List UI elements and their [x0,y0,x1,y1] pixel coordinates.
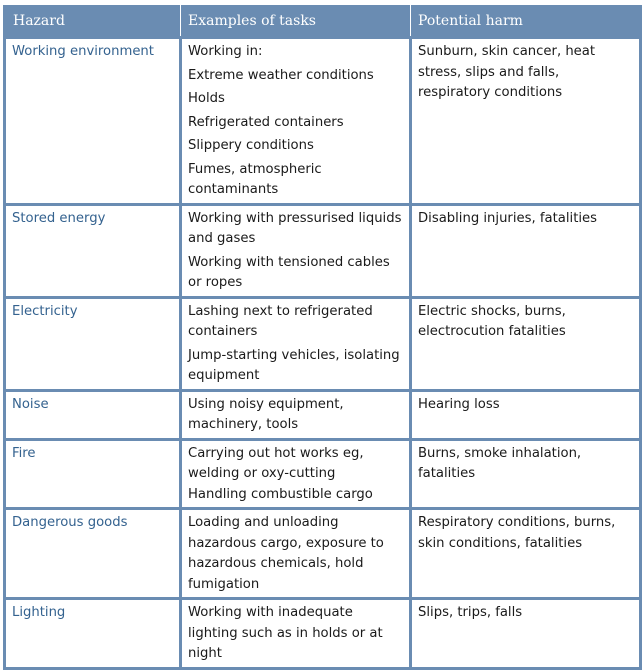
tasks-cell: Working in: Extreme weather conditions H… [179,36,412,206]
tasks-cell: Using noisy equipment, machinery, tools [179,388,412,441]
task-item: Carrying out hot works eg, welding or ox… [188,445,364,482]
task-item: Loading and unloading hazardous cargo, e… [188,515,384,592]
harm-cell: Burns, smoke inhalation, fatalities [409,437,642,510]
table-row: Electricity Lashing next to refrigerated… [3,295,642,392]
hazard-cell: Electricity [3,295,182,392]
table-row: Fire Carrying out hot works eg, welding … [3,437,642,510]
task-item: Using noisy equipment, machinery, tools [188,396,344,433]
task-item: Jump-starting vehicles, isolating equipm… [188,347,400,384]
header-hazard: Hazard [3,5,181,39]
tasks-cell: Carrying out hot works eg, welding or ox… [179,437,412,510]
hazard-cell: Dangerous goods [3,507,182,600]
task-item: Working with inadequate lighting such as… [188,605,383,661]
table-row: Dangerous goods Loading and unloading ha… [3,507,642,600]
harm-cell: Disabling injuries, fatalities [409,202,642,299]
header-potential-harm: Potential harm [410,5,642,39]
harm-cell: Sunburn, skin cancer, heat stress, slips… [409,36,642,206]
task-item: Fumes, atmospheric contaminants [188,161,322,198]
tasks-cell: Working with pressurised liquids and gas… [179,202,412,299]
hazard-cell: Lighting [3,597,182,670]
hazard-cell: Working environment [3,36,182,206]
hazard-cell: Noise [3,388,182,441]
task-item: Working with tensioned cables or ropes [188,254,390,291]
table-row: Working environment Working in: Extreme … [3,36,642,206]
header-examples-of-tasks: Examples of tasks [180,5,411,39]
table-row: Stored energy Working with pressurised l… [3,202,642,299]
task-item: Extreme weather conditions [188,67,374,83]
harm-cell: Electric shocks, burns, electrocution fa… [409,295,642,392]
header-row: Hazard Examples of tasks Potential harm [3,5,642,39]
tasks-cell: Loading and unloading hazardous cargo, e… [179,507,412,600]
task-item: Lashing next to refrigerated containers [188,303,373,340]
tasks-cell: Working with inadequate lighting such as… [179,597,412,670]
table-row: Lighting Working with inadequate lightin… [3,597,642,670]
table-row: Noise Using noisy equipment, machinery, … [3,388,642,441]
harm-cell: Slips, trips, falls [409,597,642,670]
task-item: Slippery conditions [188,138,314,153]
hazard-table: Hazard Examples of tasks Potential harm … [3,5,642,670]
harm-cell: Hearing loss [409,388,642,441]
task-item: Working in: [188,44,263,59]
task-item: Refrigerated containers [188,114,344,130]
task-item: Working with pressurised liquids and gas… [188,210,402,247]
hazard-cell: Fire [3,437,182,510]
tasks-cell: Lashing next to refrigerated containers … [179,295,412,392]
harm-cell: Respiratory conditions, burns, skin cond… [409,507,642,600]
task-item: Handling combustible cargo [188,486,373,502]
hazard-cell: Stored energy [3,202,182,299]
task-item: Holds [188,91,225,106]
